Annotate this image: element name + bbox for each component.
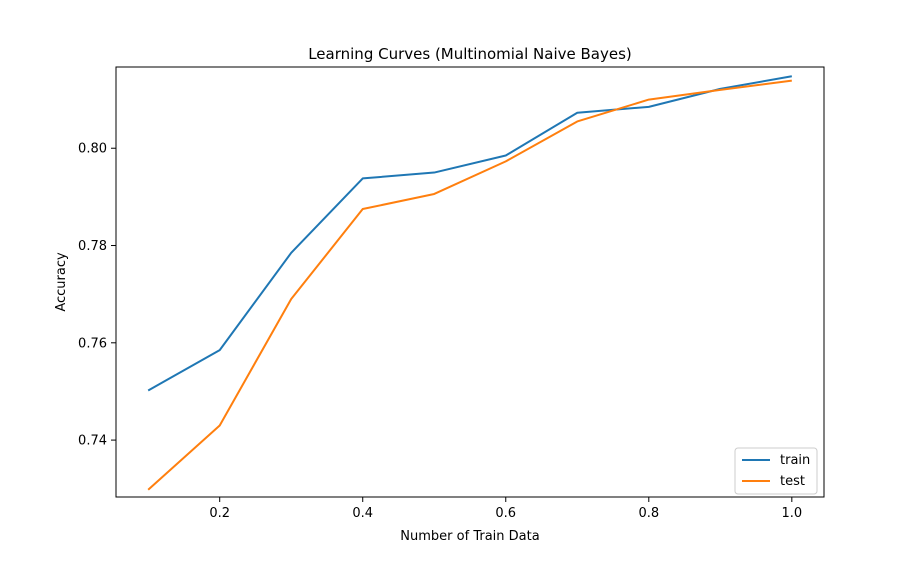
series-lines (147, 75, 792, 491)
y-tick-label: 0.74 (78, 434, 107, 449)
series-line-test (147, 79, 792, 491)
x-tick-label: 0.4 (352, 506, 373, 521)
x-axis-label: Number of Train Data (400, 529, 539, 544)
x-tick-label: 0.8 (638, 506, 659, 521)
y-tick-label: 0.76 (78, 336, 107, 351)
y-axis-label: Accuracy (54, 252, 69, 312)
plot-area (115, 66, 825, 498)
legend: train test (734, 447, 818, 495)
chart-title: Learning Curves (Multinomial Naive Bayes… (308, 45, 632, 63)
legend-label-train: train (780, 453, 810, 468)
y-tick-label: 0.80 (78, 142, 107, 157)
x-tick-label: 1.0 (781, 506, 802, 521)
legend-label-test: test (780, 474, 805, 489)
x-tick-label: 0.2 (209, 506, 230, 521)
x-axis: 0.2 0.4 0.6 0.8 1.0 (209, 497, 802, 521)
series-line-train (147, 75, 792, 392)
y-tick-label: 0.78 (78, 239, 107, 254)
x-tick-label: 0.6 (495, 506, 516, 521)
y-axis: 0.74 0.76 0.78 0.80 (78, 142, 116, 449)
